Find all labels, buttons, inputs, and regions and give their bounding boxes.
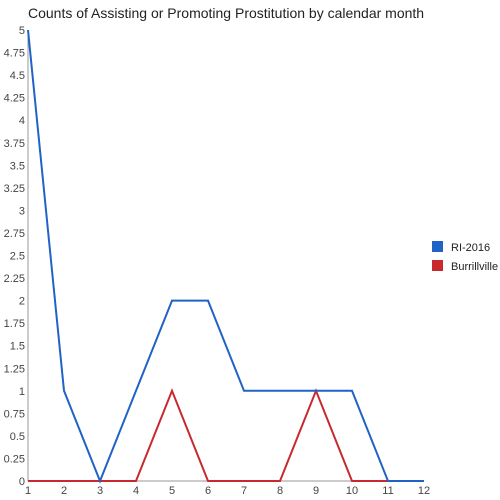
y-tick-label: 4.75 (4, 48, 25, 60)
y-tick-label: 5 (19, 25, 25, 37)
x-tick-label: 1 (25, 485, 31, 497)
series-lines (27, 29, 424, 484)
y-tick-label: 2.75 (4, 228, 25, 240)
x-tick-label: 9 (313, 485, 319, 497)
y-tick-label: 3.5 (10, 160, 25, 172)
x-tick-label: 4 (133, 485, 139, 497)
x-tick-label: 2 (61, 485, 67, 497)
y-tick-label: 3.75 (4, 138, 25, 150)
y-tick-label: 1 (19, 386, 25, 398)
x-tick-label: 3 (97, 485, 103, 497)
y-tick-label: 4.5 (10, 70, 25, 82)
x-axis-ticks: 1 2 3 4 5 6 7 8 9 10 11 12 (25, 485, 430, 497)
x-tick-label: 10 (346, 485, 358, 497)
x-tick-label: 12 (418, 485, 430, 497)
x-tick-label: 7 (241, 485, 247, 497)
legend: RI-2016 Burrillville (432, 241, 498, 273)
y-tick-label: 2.5 (10, 251, 25, 263)
y-tick-label: 0.75 (4, 408, 25, 420)
y-tick-label: 1.25 (4, 363, 25, 375)
y-tick-label: 0 (19, 476, 25, 488)
x-tick-label: 6 (205, 485, 211, 497)
y-tick-label: 1.75 (4, 318, 25, 330)
series-line-burrillville (28, 388, 424, 482)
series-line-ri-2016 (27, 29, 424, 484)
y-tick-label: 4.25 (4, 93, 25, 105)
y-tick-label: 4 (19, 115, 25, 127)
y-tick-label: 0.5 (10, 431, 25, 443)
y-tick-label: 1.5 (10, 341, 25, 353)
x-tick-label: 8 (277, 485, 283, 497)
chart-title: Counts of Assisting or Promoting Prostit… (28, 5, 424, 21)
y-tick-label: 3.25 (4, 183, 25, 195)
legend-label: Burrillville (451, 261, 498, 273)
y-axis-ticks: 0 0.25 0.5 0.75 1 1.25 1.5 1.75 2 2.25 2.5 2.75 3 3.2… (4, 25, 25, 488)
y-tick-label: 3 (19, 205, 25, 217)
x-tick-label: 5 (169, 485, 175, 497)
legend-swatch (432, 260, 443, 271)
y-tick-label: 0.25 (4, 453, 25, 465)
y-tick-label: 2 (19, 296, 25, 308)
legend-label: RI-2016 (451, 242, 490, 254)
y-tick-label: 2.25 (4, 273, 25, 285)
x-tick-label: 11 (382, 485, 393, 497)
legend-swatch (432, 241, 443, 252)
